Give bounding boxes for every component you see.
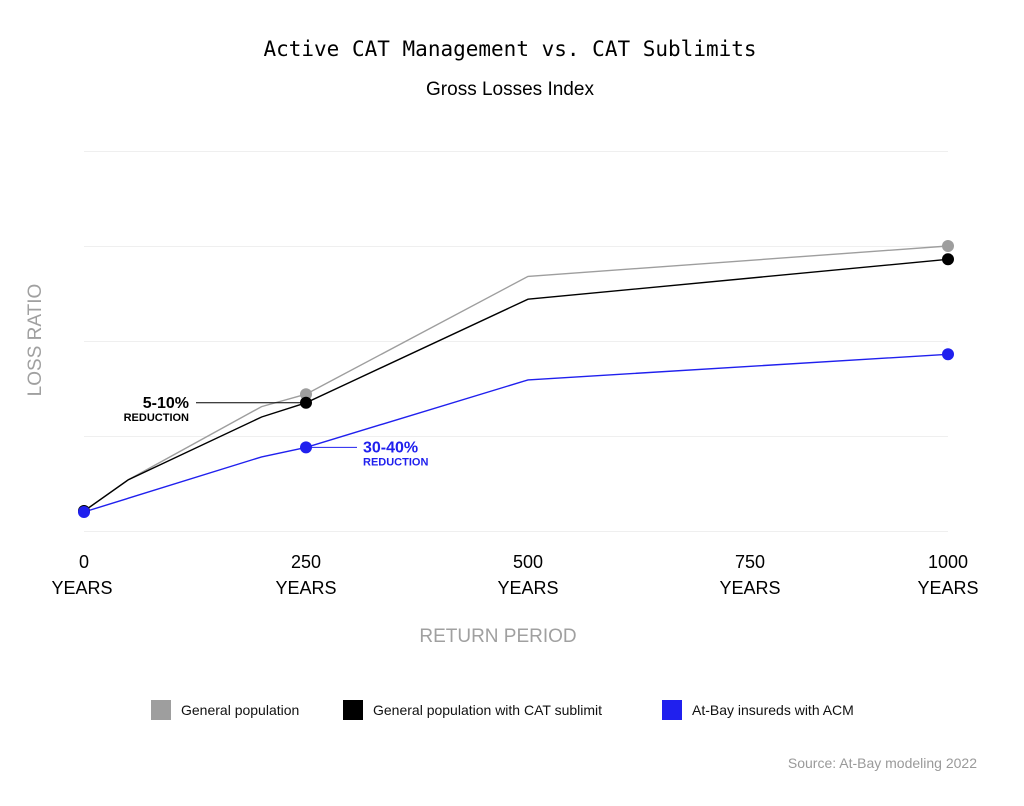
x-tick-label: 250 [291,552,321,572]
x-tick-label: 500 [513,552,543,572]
legend-swatch [343,700,363,720]
x-ticks: 0 YEARS 250 YEARS 500 YEARS 750 YEARS 1000 YEARS [51,552,978,598]
gridlines [84,151,948,532]
data-point [78,506,90,518]
y-axis-label: LOSS RATIO [25,284,46,397]
x-tick-unit: YEARS [275,578,336,598]
annotation-value: 30-40% [363,439,418,456]
legend-label: General population with CAT sublimit [373,702,602,718]
legend-label: At-Bay insureds with ACM [692,702,854,718]
data-point [942,348,954,361]
x-tick-unit: YEARS [917,578,978,598]
x-tick-unit: YEARS [719,578,780,598]
chart-title: Active CAT Management vs. CAT Sublimits [263,37,756,61]
data-point [942,240,954,252]
annotation-text: REDUCTION [363,456,428,468]
chart-subtitle: Gross Losses Index [426,79,594,100]
x-tick-label: 750 [735,552,765,572]
legend-swatch [662,700,682,720]
series-lines [78,240,954,518]
annotation-value: 5-10% [143,395,189,412]
x-tick-unit: YEARS [497,578,558,598]
series-line [83,258,949,512]
legend-label: General population [181,702,299,718]
x-tick-label: 0 [79,552,89,572]
x-tick-label: 1000 [928,552,968,572]
x-axis-label: RETURN PERIOD [419,626,576,647]
source-note: Source: At-Bay modeling 2022 [788,755,977,771]
data-point [942,253,954,266]
legend-swatch [151,700,171,720]
legend: General population General population wit… [151,700,854,720]
x-tick-unit: YEARS [51,578,112,598]
data-point [300,388,312,401]
annotation-text: REDUCTION [124,412,189,424]
